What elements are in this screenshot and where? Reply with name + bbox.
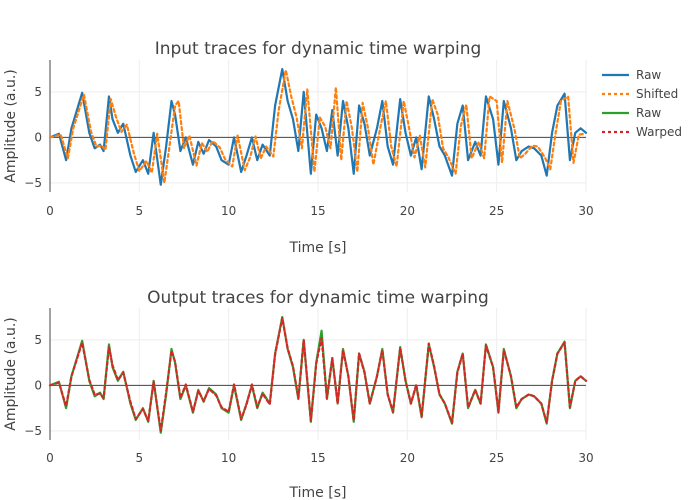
x-tick-label: 10 — [221, 204, 236, 218]
x-tick-label: 0 — [46, 204, 54, 218]
x-tick-label: 25 — [489, 451, 504, 465]
series-line-shifted — [48, 68, 586, 184]
legend-label: Warped — [636, 125, 682, 139]
output-traces-plot: 0 5 10 15 20 25 30 −5 0 5 Output traces for dyna… — [3, 288, 594, 500]
y-tick-label: 5 — [34, 333, 42, 347]
x-tick-label: 15 — [310, 204, 325, 218]
legend: Raw Shifted Raw Warped — [602, 68, 682, 139]
chart-title: Input traces for dynamic time warping — [155, 39, 482, 59]
y-tick-label: 5 — [34, 85, 42, 99]
series-line-warped — [48, 316, 588, 432]
chart-title: Output traces for dynamic time warping — [147, 288, 489, 308]
legend-label: Shifted — [636, 87, 678, 101]
y-tick-label: −5 — [24, 176, 42, 190]
y-axis-label: Amplitude (a.u.) — [3, 69, 19, 182]
y-tick-label: 0 — [34, 378, 42, 392]
y-tick-label: −5 — [24, 424, 42, 438]
x-axis-label: Time [s] — [289, 240, 347, 256]
x-tick-label: 5 — [136, 204, 144, 218]
x-tick-label: 20 — [400, 204, 415, 218]
x-tick-label: 30 — [578, 204, 593, 218]
x-tick-label: 0 — [46, 451, 54, 465]
x-tick-label: 5 — [136, 451, 144, 465]
y-tick-label: 0 — [34, 130, 42, 144]
y-axis-label: Amplitude (a.u.) — [3, 317, 19, 430]
x-tick-label: 10 — [221, 451, 236, 465]
input-traces-plot: 0 5 10 15 20 25 30 −5 0 5 Input traces for dynam… — [3, 39, 594, 256]
legend-label: Raw — [636, 106, 661, 120]
legend-label: Raw — [636, 68, 661, 82]
x-tick-label: 30 — [578, 451, 593, 465]
x-tick-label: 20 — [400, 451, 415, 465]
x-tick-label: 25 — [489, 204, 504, 218]
x-axis-label: Time [s] — [289, 485, 347, 500]
x-tick-label: 15 — [310, 451, 325, 465]
